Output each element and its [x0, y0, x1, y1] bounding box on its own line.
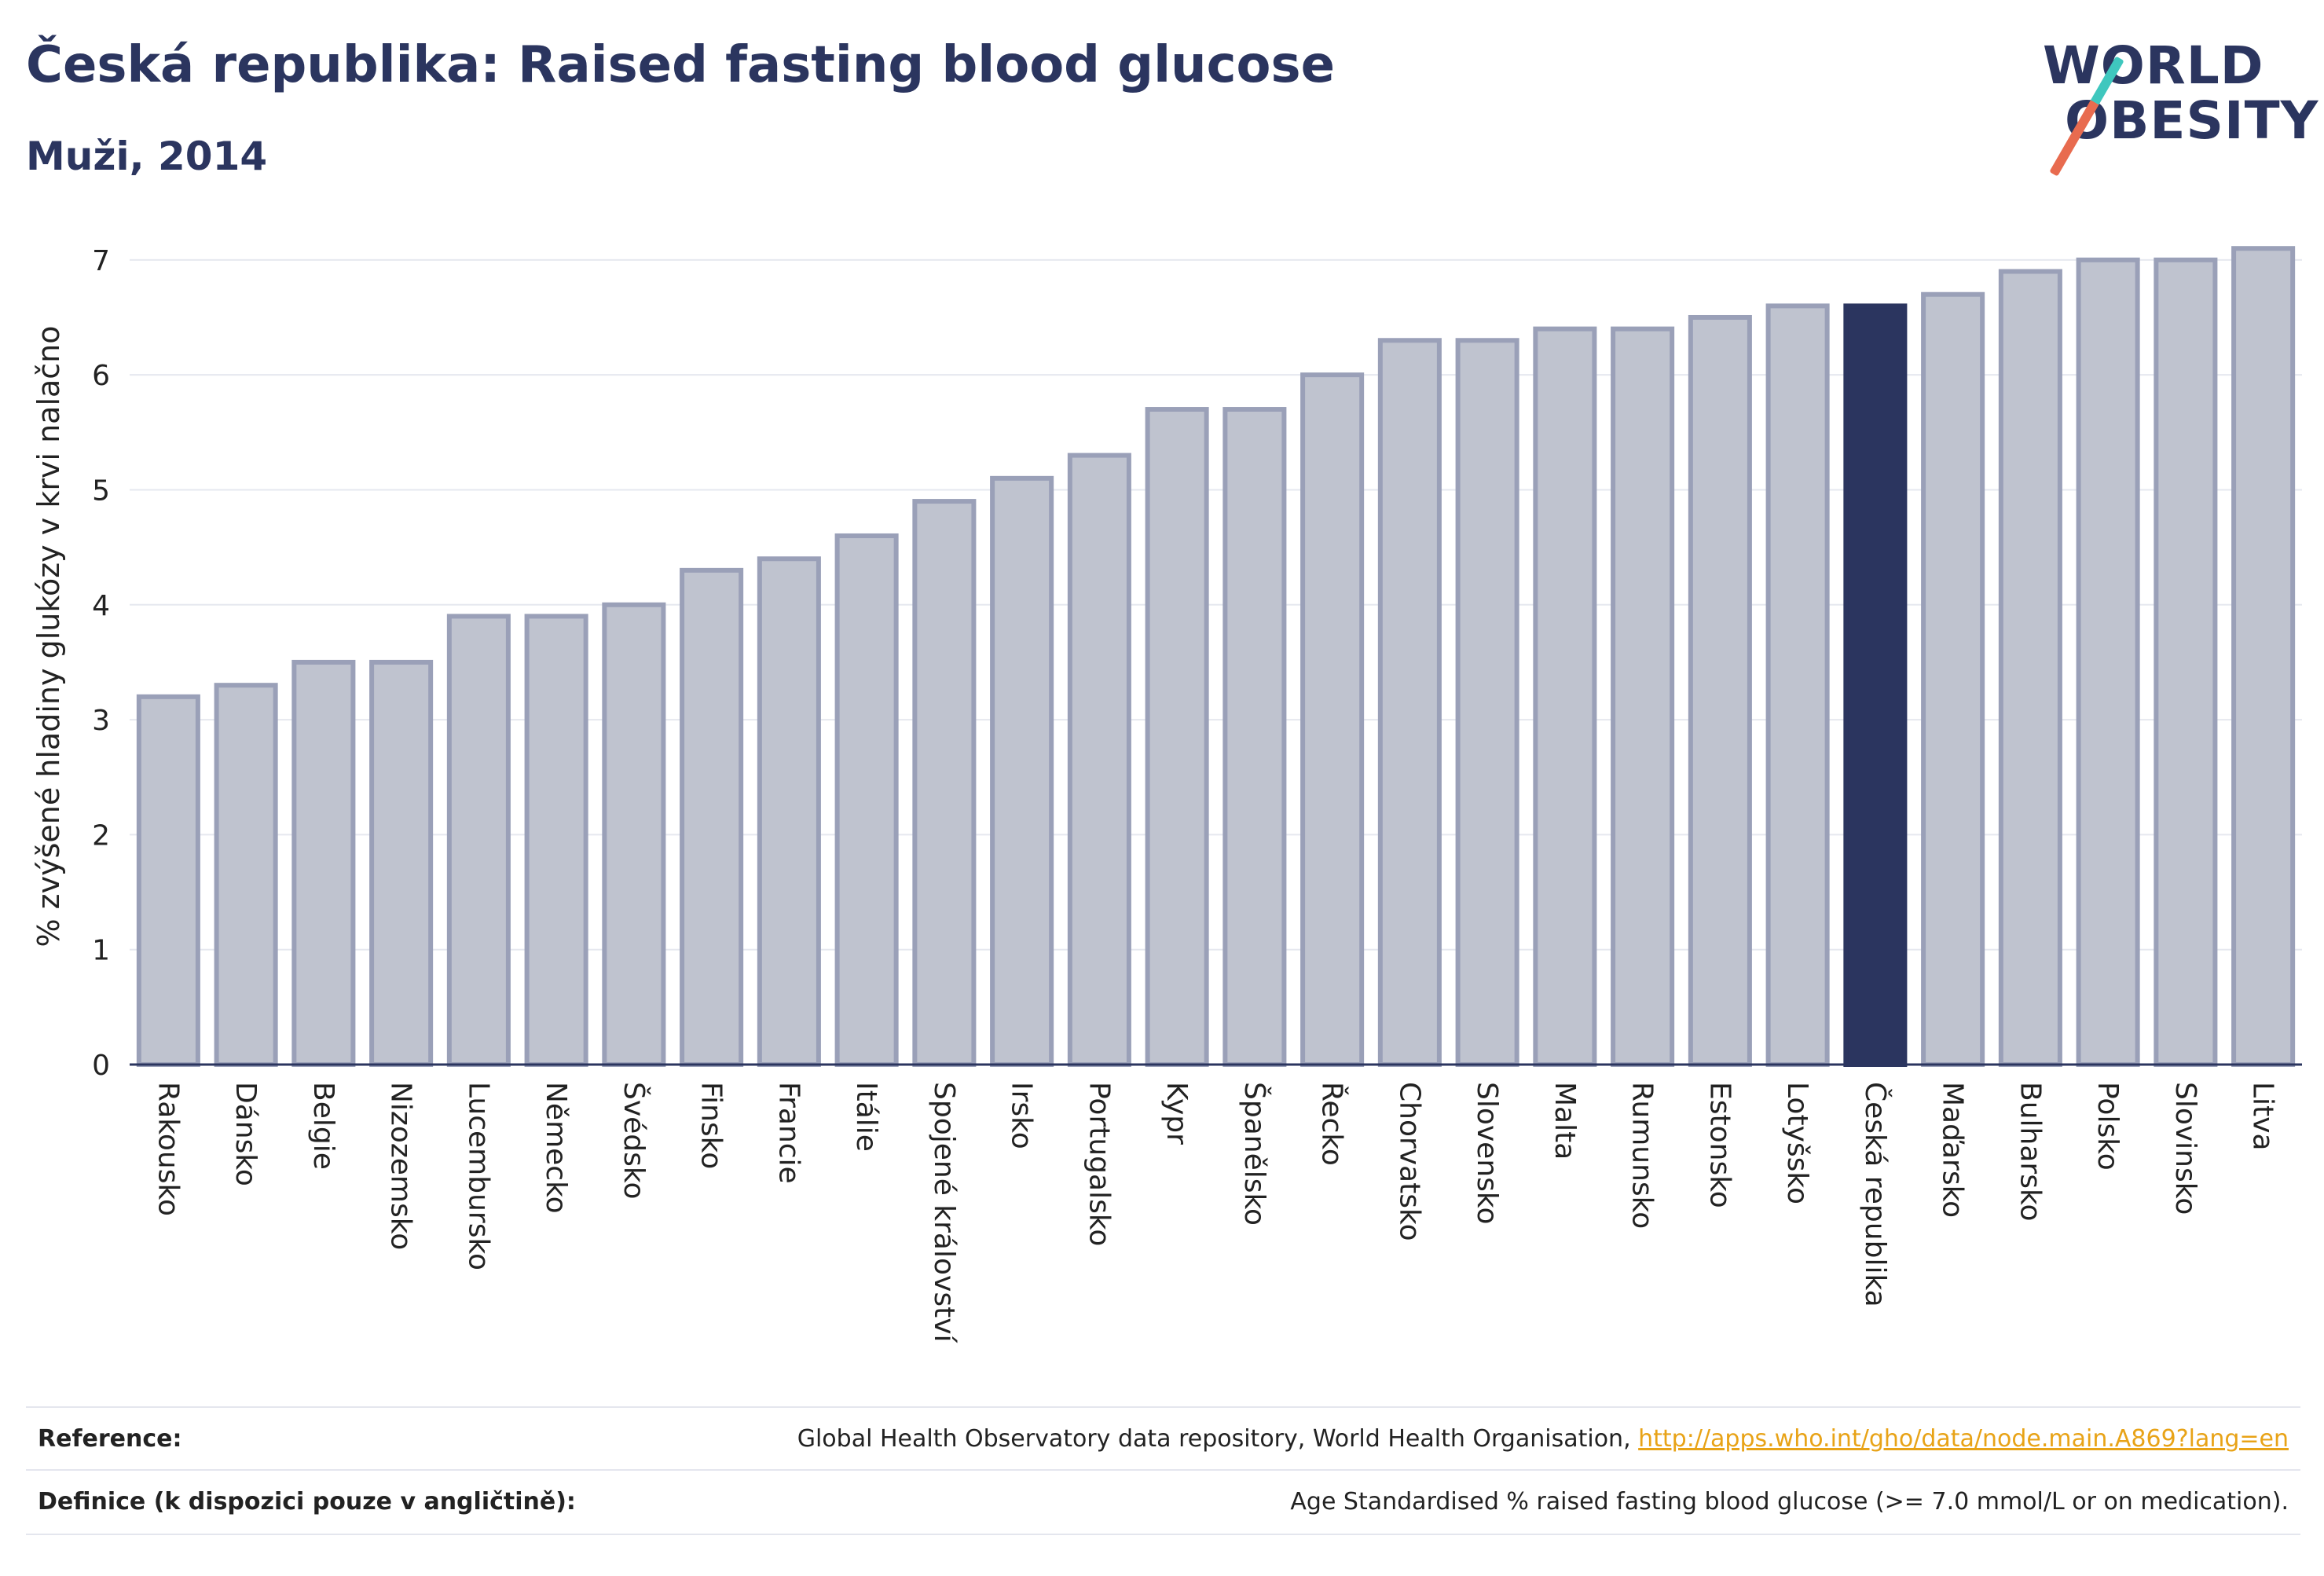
x-tick-label: Belgie: [307, 1082, 339, 1170]
x-tick-label: Lotyšsko: [1781, 1082, 1813, 1204]
x-tick-label: Polsko: [2091, 1082, 2124, 1171]
bar-slovensko: [1455, 338, 1519, 1068]
bar-chorvatsko: [1377, 338, 1442, 1068]
chart-subtitle: Muži, 2014: [26, 134, 268, 179]
bar-nizozemsko: [369, 659, 434, 1067]
x-tick-label: Portugalsko: [1083, 1082, 1115, 1246]
bar-malta: [1533, 326, 1597, 1068]
chart-title: Česká republika: Raised fasting blood gl…: [26, 36, 1335, 94]
x-tick-label: Litva: [2247, 1082, 2279, 1151]
x-tick-label: Itálie: [850, 1082, 882, 1152]
bar-estonsko: [1688, 314, 1752, 1067]
y-tick-label: 4: [92, 590, 110, 622]
x-tick-label: Rumunsko: [1626, 1082, 1659, 1229]
bar-irsko: [990, 475, 1054, 1067]
reference-value: Global Health Observatory data repositor…: [797, 1425, 2289, 1453]
reference-label: Reference:: [38, 1425, 182, 1453]
bar-spojené-království: [912, 499, 977, 1067]
bar-česká-republika: [1843, 303, 1908, 1067]
bar-dánsko: [214, 683, 278, 1067]
y-tick-label: 2: [92, 819, 110, 852]
y-tick-label: 5: [92, 475, 110, 507]
y-tick-label: 0: [92, 1050, 110, 1082]
bar-lucembursko: [446, 614, 511, 1067]
x-tick-label: Maďarsko: [1937, 1082, 1969, 1218]
x-axis-ticks: Rakousko Dánsko Belgie Nizozemsko Lucembursk…: [152, 1082, 2278, 1343]
bar-lotyšsko: [1765, 303, 1830, 1067]
bar-finsko: [680, 567, 744, 1067]
logo-word-world: WORLD: [2043, 35, 2264, 96]
x-tick-label: Rakousko: [152, 1082, 184, 1216]
bar-maďarsko: [1921, 291, 1985, 1067]
definition-row: Definice (k dispozici pouze v angličtině…: [26, 1469, 2300, 1535]
world-obesity-logo: WORLD OBESITY: [2043, 35, 2318, 177]
bar-polsko: [2076, 257, 2140, 1068]
x-tick-label: Slovensko: [1471, 1082, 1503, 1225]
y-axis-label: % zvýšené hladiny glukózy v krvi nalačno: [31, 325, 66, 947]
x-tick-label: Estonsko: [1703, 1082, 1736, 1208]
y-axis-ticks: 0 1 2 3 4 5 6 7: [92, 245, 110, 1082]
x-tick-label: Finsko: [695, 1082, 728, 1169]
reference-row: Reference: Global Health Observatory dat…: [26, 1406, 2300, 1471]
x-tick-label: Česká republika: [1859, 1082, 1892, 1307]
bar-rakousko: [136, 694, 200, 1067]
bar-německo: [524, 614, 588, 1067]
definition-value: Age Standardised % raised fasting blood …: [1290, 1488, 2289, 1516]
x-tick-label: Spojené království: [928, 1082, 960, 1343]
x-tick-label: Bulharsko: [2014, 1082, 2046, 1222]
bar-španělsko: [1222, 407, 1287, 1067]
bar-rumunsko: [1611, 326, 1675, 1068]
reference-text: Global Health Observatory data repositor…: [797, 1425, 1639, 1453]
bar-bulharsko: [1998, 269, 2062, 1067]
bar-itálie: [834, 533, 899, 1067]
definition-label: Definice (k dispozici pouze v angličtině…: [38, 1488, 576, 1516]
bar-chart: 0 1 2 3 4 5 6 7 Rakousko Dánsko Belgie Nizozemsko L…: [31, 245, 2302, 1343]
y-tick-label: 6: [92, 360, 110, 392]
x-tick-label: Irsko: [1006, 1082, 1038, 1149]
x-tick-label: Chorvatsko: [1393, 1082, 1425, 1241]
bars: [136, 246, 2296, 1068]
y-tick-label: 7: [92, 245, 110, 277]
y-tick-label: 1: [92, 935, 110, 967]
x-tick-label: Nizozemsko: [385, 1082, 417, 1250]
x-tick-label: Francie: [772, 1082, 805, 1184]
x-tick-label: Malta: [1549, 1082, 1581, 1160]
reference-link[interactable]: http://apps.who.int/gho/data/node.main.A…: [1638, 1425, 2289, 1453]
x-tick-label: Švédsko: [618, 1082, 651, 1200]
bar-švédsko: [602, 602, 666, 1067]
bar-litva: [2231, 246, 2296, 1068]
bar-francie: [757, 556, 821, 1067]
bar-belgie: [291, 659, 356, 1067]
x-tick-label: Španělsko: [1238, 1082, 1271, 1226]
x-tick-label: Dánsko: [229, 1082, 262, 1186]
logo-word-obesity: OBESITY: [2065, 90, 2319, 151]
x-tick-label: Řecko: [1316, 1082, 1349, 1166]
bar-řecko: [1300, 372, 1365, 1067]
y-tick-label: 3: [92, 705, 110, 737]
bar-slovinsko: [2154, 257, 2218, 1068]
x-tick-label: Německo: [540, 1082, 572, 1214]
x-tick-label: Kypr: [1160, 1082, 1193, 1145]
x-tick-label: Slovinsko: [2169, 1082, 2201, 1215]
x-tick-label: Lucembursko: [462, 1082, 494, 1270]
bar-portugalsko: [1067, 453, 1131, 1067]
bar-kypr: [1145, 407, 1209, 1067]
